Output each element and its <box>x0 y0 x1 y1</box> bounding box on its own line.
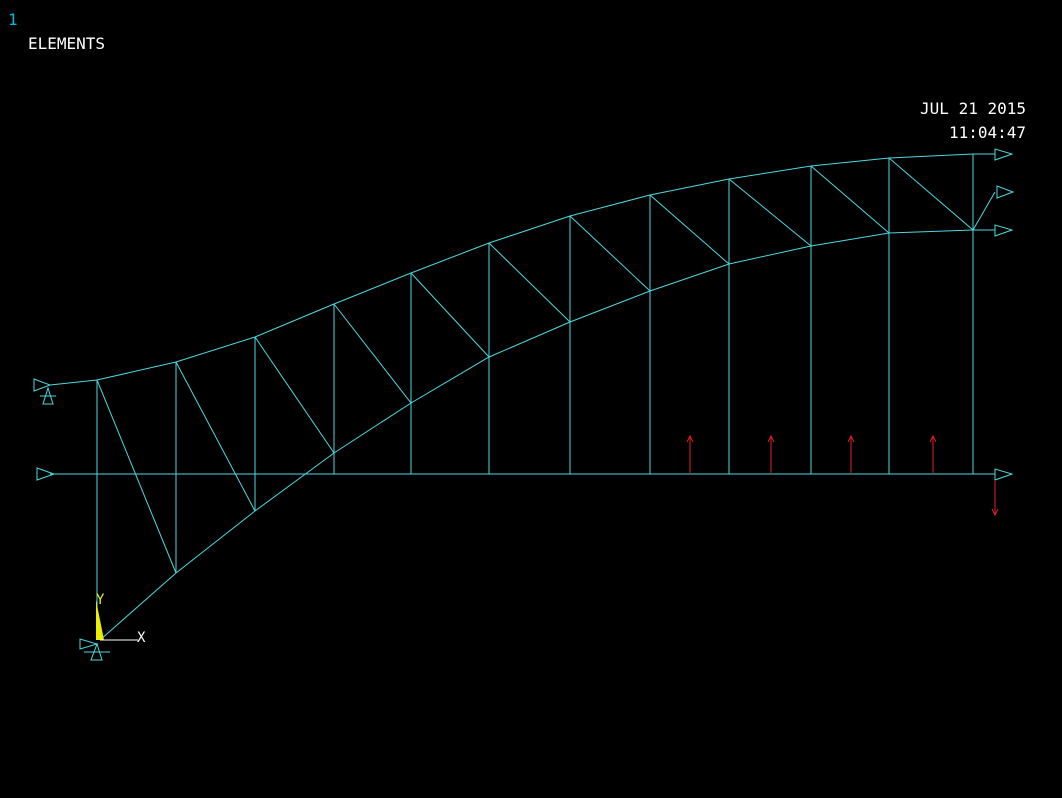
diagonal-member <box>728 178 812 247</box>
diagonal-member <box>96 379 177 574</box>
arch-chord <box>99 229 995 641</box>
diagonal-member <box>488 242 571 323</box>
diagonal-member <box>649 194 730 265</box>
triad-x-label: X <box>137 630 146 646</box>
top-chord <box>49 153 995 386</box>
plot-title: ELEMENTS <box>28 34 106 53</box>
diagonal-member <box>175 361 256 512</box>
plot-date: JUL 21 2015 <box>920 99 1026 118</box>
diagonal-member <box>888 157 974 231</box>
support-triangle-icon <box>996 185 1015 199</box>
diagonal-member <box>333 303 412 404</box>
diagonal-member <box>410 272 490 358</box>
triad-y-label: Y <box>96 592 105 608</box>
diagonal-member <box>810 165 890 234</box>
diagonal-member <box>254 336 335 454</box>
support-triangle-icon <box>33 378 52 392</box>
truss-elements <box>49 153 996 641</box>
load-arrows <box>686 434 999 517</box>
support-triangle-icon <box>79 638 99 650</box>
coordinate-triad-icon: Y X <box>96 592 146 646</box>
support-triangle-icon <box>994 224 1014 237</box>
support-triangle-icon <box>994 148 1014 161</box>
boundary-conditions <box>33 148 1015 661</box>
plot-time: 11:04:47 <box>948 123 1026 142</box>
window-number: 1 <box>8 10 18 29</box>
support-triangle-icon <box>994 468 1014 481</box>
support-triangle-icon <box>36 467 56 481</box>
diagonal-member <box>569 215 651 292</box>
diagonal-member <box>972 191 996 231</box>
